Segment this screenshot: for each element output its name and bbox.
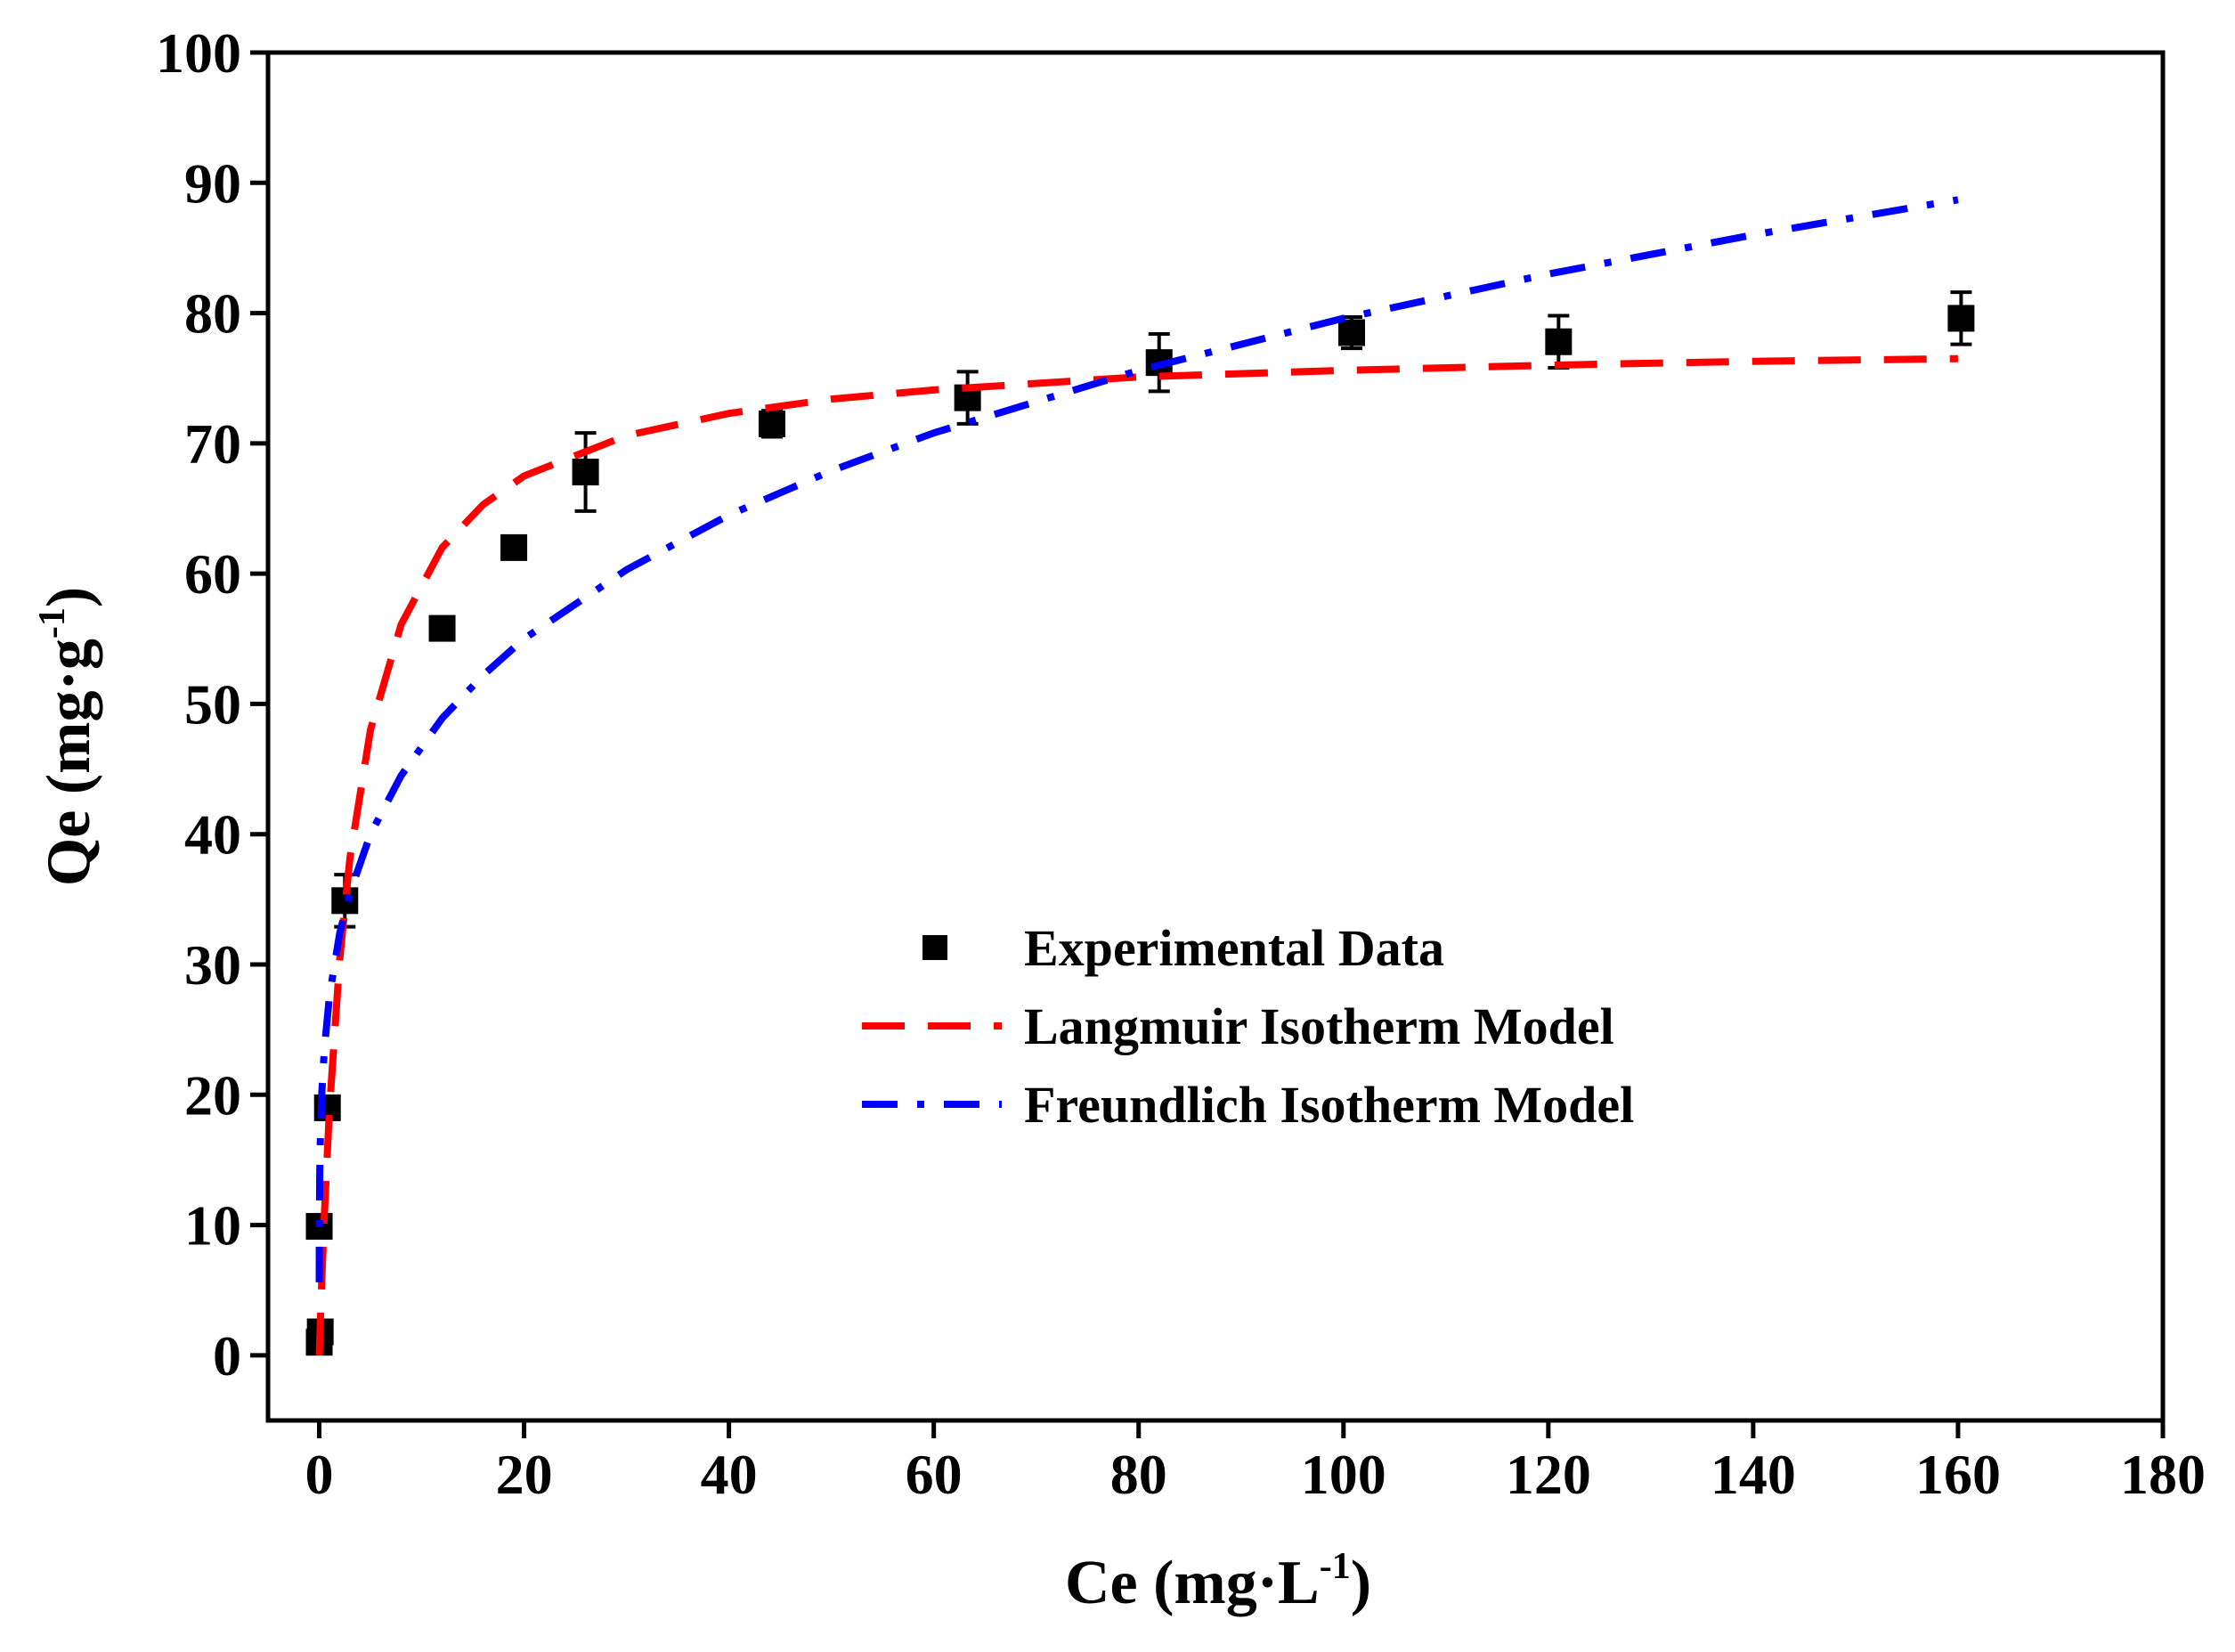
y-tick-label: 40 bbox=[184, 803, 241, 867]
x-tick-label: 160 bbox=[1915, 1443, 2001, 1506]
y-axis-title: Qe (mg·g-1) bbox=[32, 587, 103, 886]
x-tick-label: 40 bbox=[701, 1443, 758, 1506]
x-tick-label: 80 bbox=[1110, 1443, 1167, 1506]
x-tick-label: 100 bbox=[1301, 1443, 1386, 1506]
fit-line bbox=[315, 196, 1959, 1282]
y-tick-label: 100 bbox=[156, 21, 241, 85]
plot-frame bbox=[265, 50, 2166, 1423]
y-tick-label: 20 bbox=[184, 1063, 241, 1127]
data-point bbox=[1337, 319, 1365, 346]
y-tick-label: 10 bbox=[184, 1194, 241, 1257]
data-point bbox=[572, 459, 599, 486]
legend-label: Freundlich Isotherm Model bbox=[1024, 1076, 1634, 1134]
x-tick-label: 60 bbox=[906, 1443, 963, 1506]
y-title-sup: -1 bbox=[32, 607, 73, 639]
x-axis-title: Ce (mg·L-1) bbox=[1065, 1546, 1371, 1617]
legend-marker bbox=[922, 935, 947, 960]
y-tick-label: 0 bbox=[213, 1324, 241, 1388]
x-tick-label: 140 bbox=[1711, 1443, 1796, 1506]
data-point bbox=[1545, 328, 1573, 355]
legend-label: Langmuir Isotherm Model bbox=[1024, 997, 1614, 1055]
x-title-end: ) bbox=[1351, 1549, 1371, 1617]
y-tick-label: 60 bbox=[184, 542, 241, 606]
y-title-end: ) bbox=[35, 587, 103, 607]
x-tick-label: 120 bbox=[1506, 1443, 1591, 1506]
y-tick-label: 30 bbox=[184, 933, 241, 997]
legend-label: Experimental Data bbox=[1024, 919, 1444, 977]
data-point bbox=[428, 614, 456, 642]
fit-line bbox=[315, 354, 1959, 1355]
x-tick-label: 180 bbox=[2120, 1443, 2206, 1506]
y-tick-label: 50 bbox=[184, 672, 241, 736]
x-tick-label: 0 bbox=[305, 1443, 334, 1506]
x-title-sup: -1 bbox=[1320, 1546, 1351, 1587]
x-title-main: Ce (mg·L bbox=[1065, 1549, 1320, 1617]
data-point bbox=[758, 410, 785, 437]
data-point bbox=[500, 533, 528, 561]
y-tick-label: 90 bbox=[184, 151, 241, 215]
x-tick-label: 20 bbox=[496, 1443, 553, 1506]
y-tick-label: 80 bbox=[184, 282, 241, 346]
y-tick-label: 70 bbox=[184, 412, 241, 476]
y-title-main: Qe (mg·g bbox=[35, 639, 103, 886]
data-point bbox=[1947, 305, 1975, 332]
